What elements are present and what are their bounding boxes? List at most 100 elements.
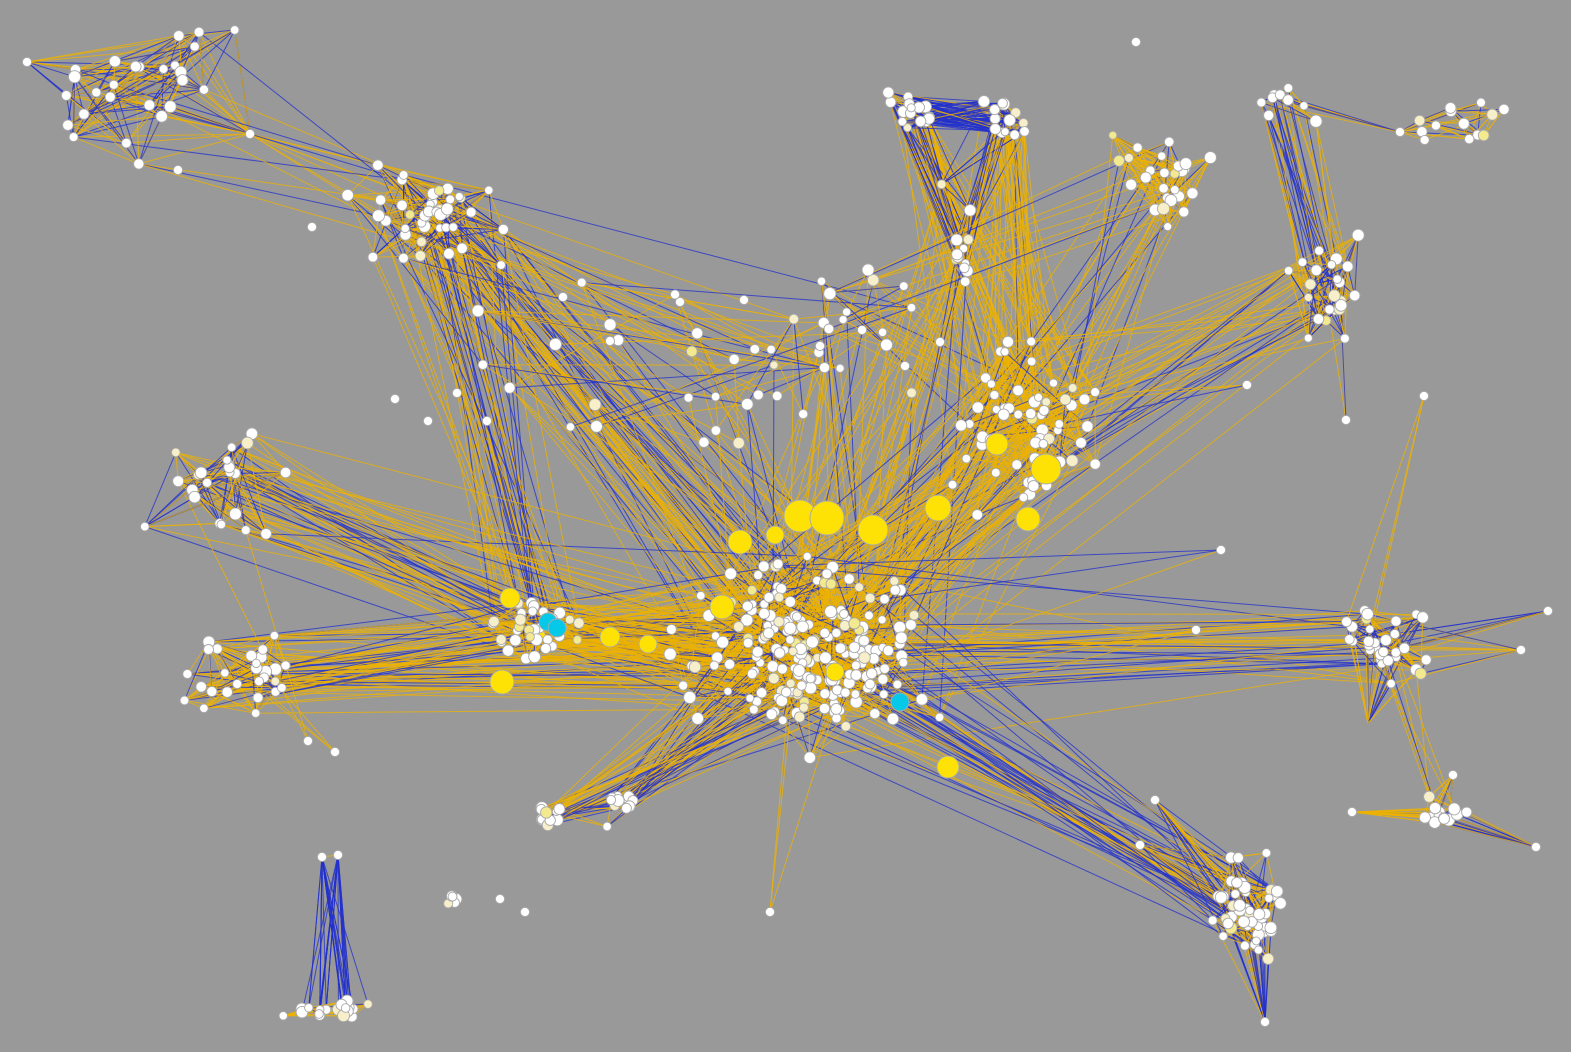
graph-node[interactable] bbox=[1203, 151, 1217, 165]
graph-node[interactable] bbox=[1365, 624, 1375, 634]
graph-node[interactable] bbox=[1134, 839, 1146, 851]
graph-node[interactable] bbox=[251, 658, 261, 669]
graph-node[interactable] bbox=[971, 401, 985, 414]
graph-node[interactable] bbox=[903, 123, 912, 133]
graph-node[interactable] bbox=[772, 558, 784, 570]
graph-node[interactable] bbox=[314, 1009, 324, 1019]
graph-node[interactable] bbox=[206, 685, 218, 698]
graph-node[interactable] bbox=[1303, 292, 1313, 303]
graph-node[interactable] bbox=[663, 647, 677, 661]
graph-node[interactable] bbox=[688, 660, 702, 674]
graph-node[interactable] bbox=[398, 170, 409, 180]
graph-node[interactable] bbox=[804, 681, 818, 695]
graph-node[interactable] bbox=[173, 30, 185, 42]
graph-node[interactable] bbox=[232, 678, 243, 690]
graph-node[interactable] bbox=[278, 1011, 288, 1021]
graph-hub-node-yellow[interactable] bbox=[499, 587, 521, 609]
graph-node[interactable] bbox=[1447, 769, 1459, 781]
graph-node[interactable] bbox=[1019, 126, 1030, 137]
graph-node[interactable] bbox=[1018, 117, 1029, 129]
graph-node[interactable] bbox=[1310, 264, 1323, 277]
graph-node[interactable] bbox=[372, 159, 384, 171]
graph-node[interactable] bbox=[1264, 893, 1274, 903]
graph-node[interactable] bbox=[1090, 387, 1101, 398]
graph-node[interactable] bbox=[588, 398, 602, 412]
graph-node[interactable] bbox=[1081, 420, 1094, 433]
graph-node[interactable] bbox=[785, 678, 796, 689]
graph-node[interactable] bbox=[171, 447, 181, 458]
graph-node[interactable] bbox=[989, 390, 1000, 400]
graph-node[interactable] bbox=[989, 104, 1001, 116]
graph-node[interactable] bbox=[986, 379, 996, 389]
graph-node[interactable] bbox=[21, 56, 33, 68]
graph-node[interactable] bbox=[565, 422, 576, 432]
graph-node[interactable] bbox=[741, 397, 754, 411]
graph-hub-node-cyan[interactable] bbox=[890, 692, 910, 712]
graph-node[interactable] bbox=[495, 633, 507, 646]
graph-node[interactable] bbox=[557, 291, 569, 303]
graph-node[interactable] bbox=[753, 570, 764, 581]
graph-node[interactable] bbox=[840, 687, 851, 698]
graph-node[interactable] bbox=[738, 294, 750, 306]
graph-node[interactable] bbox=[879, 593, 890, 605]
graph-node[interactable] bbox=[805, 673, 816, 684]
graph-node[interactable] bbox=[519, 906, 531, 918]
graph-node[interactable] bbox=[884, 96, 897, 108]
graph-node[interactable] bbox=[674, 296, 686, 308]
graph-hub-node-cyan[interactable] bbox=[547, 618, 567, 638]
graph-node[interactable] bbox=[304, 1003, 314, 1013]
graph-node[interactable] bbox=[1163, 136, 1175, 148]
graph-node[interactable] bbox=[1262, 952, 1275, 965]
graph-node[interactable] bbox=[1259, 1016, 1271, 1028]
graph-node[interactable] bbox=[176, 74, 189, 87]
graph-node[interactable] bbox=[497, 223, 509, 235]
graph-hub-node-yellow[interactable] bbox=[599, 626, 621, 648]
graph-node[interactable] bbox=[856, 324, 868, 336]
graph-node[interactable] bbox=[1041, 397, 1051, 407]
graph-node[interactable] bbox=[950, 233, 964, 247]
graph-node[interactable] bbox=[477, 359, 489, 370]
graph-node[interactable] bbox=[494, 893, 506, 905]
graph-node[interactable] bbox=[1414, 667, 1427, 680]
graph-node[interactable] bbox=[445, 194, 456, 205]
graph-node[interactable] bbox=[824, 605, 838, 619]
graph-node[interactable] bbox=[155, 110, 168, 123]
graph-node[interactable] bbox=[414, 250, 427, 262]
graph-node[interactable] bbox=[193, 26, 205, 38]
graph-node[interactable] bbox=[763, 591, 775, 603]
graph-node[interactable] bbox=[605, 794, 617, 806]
graph-node[interactable] bbox=[1390, 615, 1402, 627]
graph-node[interactable] bbox=[843, 573, 855, 585]
graph-node[interactable] bbox=[816, 276, 827, 286]
graph-node[interactable] bbox=[1156, 202, 1171, 216]
graph-node[interactable] bbox=[221, 686, 233, 698]
graph-node[interactable] bbox=[121, 137, 132, 149]
graph-node[interactable] bbox=[1283, 83, 1294, 94]
graph-node[interactable] bbox=[1207, 915, 1218, 926]
graph-node[interactable] bbox=[1231, 876, 1243, 889]
graph-node[interactable] bbox=[1178, 206, 1190, 218]
graph-node[interactable] bbox=[1312, 313, 1325, 325]
graph-node[interactable] bbox=[741, 600, 754, 612]
graph-node[interactable] bbox=[396, 199, 408, 212]
graph-node[interactable] bbox=[1444, 101, 1457, 114]
graph-node[interactable] bbox=[769, 360, 779, 370]
graph-node[interactable] bbox=[1362, 635, 1375, 648]
graph-node[interactable] bbox=[882, 644, 894, 657]
graph-node[interactable] bbox=[1230, 889, 1241, 899]
graph-node[interactable] bbox=[767, 672, 780, 685]
graph-node[interactable] bbox=[481, 415, 493, 427]
graph-node[interactable] bbox=[1059, 393, 1072, 406]
graph-node[interactable] bbox=[163, 100, 177, 113]
graph-node[interactable] bbox=[1346, 806, 1358, 818]
graph-node[interactable] bbox=[803, 751, 817, 764]
graph-node[interactable] bbox=[825, 578, 837, 590]
graph-node[interactable] bbox=[850, 669, 863, 681]
graph-node[interactable] bbox=[980, 372, 992, 384]
graph-node[interactable] bbox=[1000, 127, 1010, 137]
graph-node[interactable] bbox=[1261, 848, 1272, 858]
graph-node[interactable] bbox=[1304, 278, 1317, 291]
graph-node[interactable] bbox=[188, 490, 201, 504]
graph-node[interactable] bbox=[143, 99, 156, 111]
graph-node[interactable] bbox=[1026, 356, 1037, 367]
